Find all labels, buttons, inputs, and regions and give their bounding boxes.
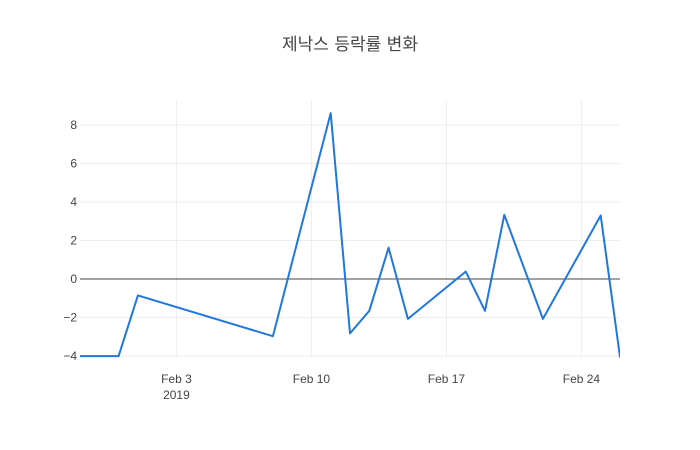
x-tick-label: Feb 24 — [563, 372, 601, 386]
chart-title: 제낙스 등락률 변화 — [282, 35, 418, 55]
series-layer — [80, 112, 620, 358]
x-tick-label: Feb 17 — [428, 372, 466, 386]
series-line — [80, 112, 620, 358]
y-axis-ticks: −4 −2 0 2 4 6 8 — [63, 118, 77, 363]
x-tick-label: Feb 3 — [161, 372, 192, 386]
grid — [80, 100, 620, 358]
y-tick-label: −4 — [63, 349, 77, 363]
y-tick-label: 4 — [70, 195, 77, 209]
y-tick-label: 2 — [70, 234, 77, 248]
x-axis-ticks: Feb 3 2019 Feb 10 Feb 17 Feb 24 — [161, 372, 600, 402]
y-tick-label: 6 — [70, 157, 77, 171]
y-tick-label: 0 — [70, 272, 77, 286]
x-year-label: 2019 — [163, 388, 190, 402]
y-tick-label: −2 — [63, 311, 77, 325]
x-tick-label: Feb 10 — [293, 372, 331, 386]
y-tick-label: 8 — [70, 118, 77, 132]
